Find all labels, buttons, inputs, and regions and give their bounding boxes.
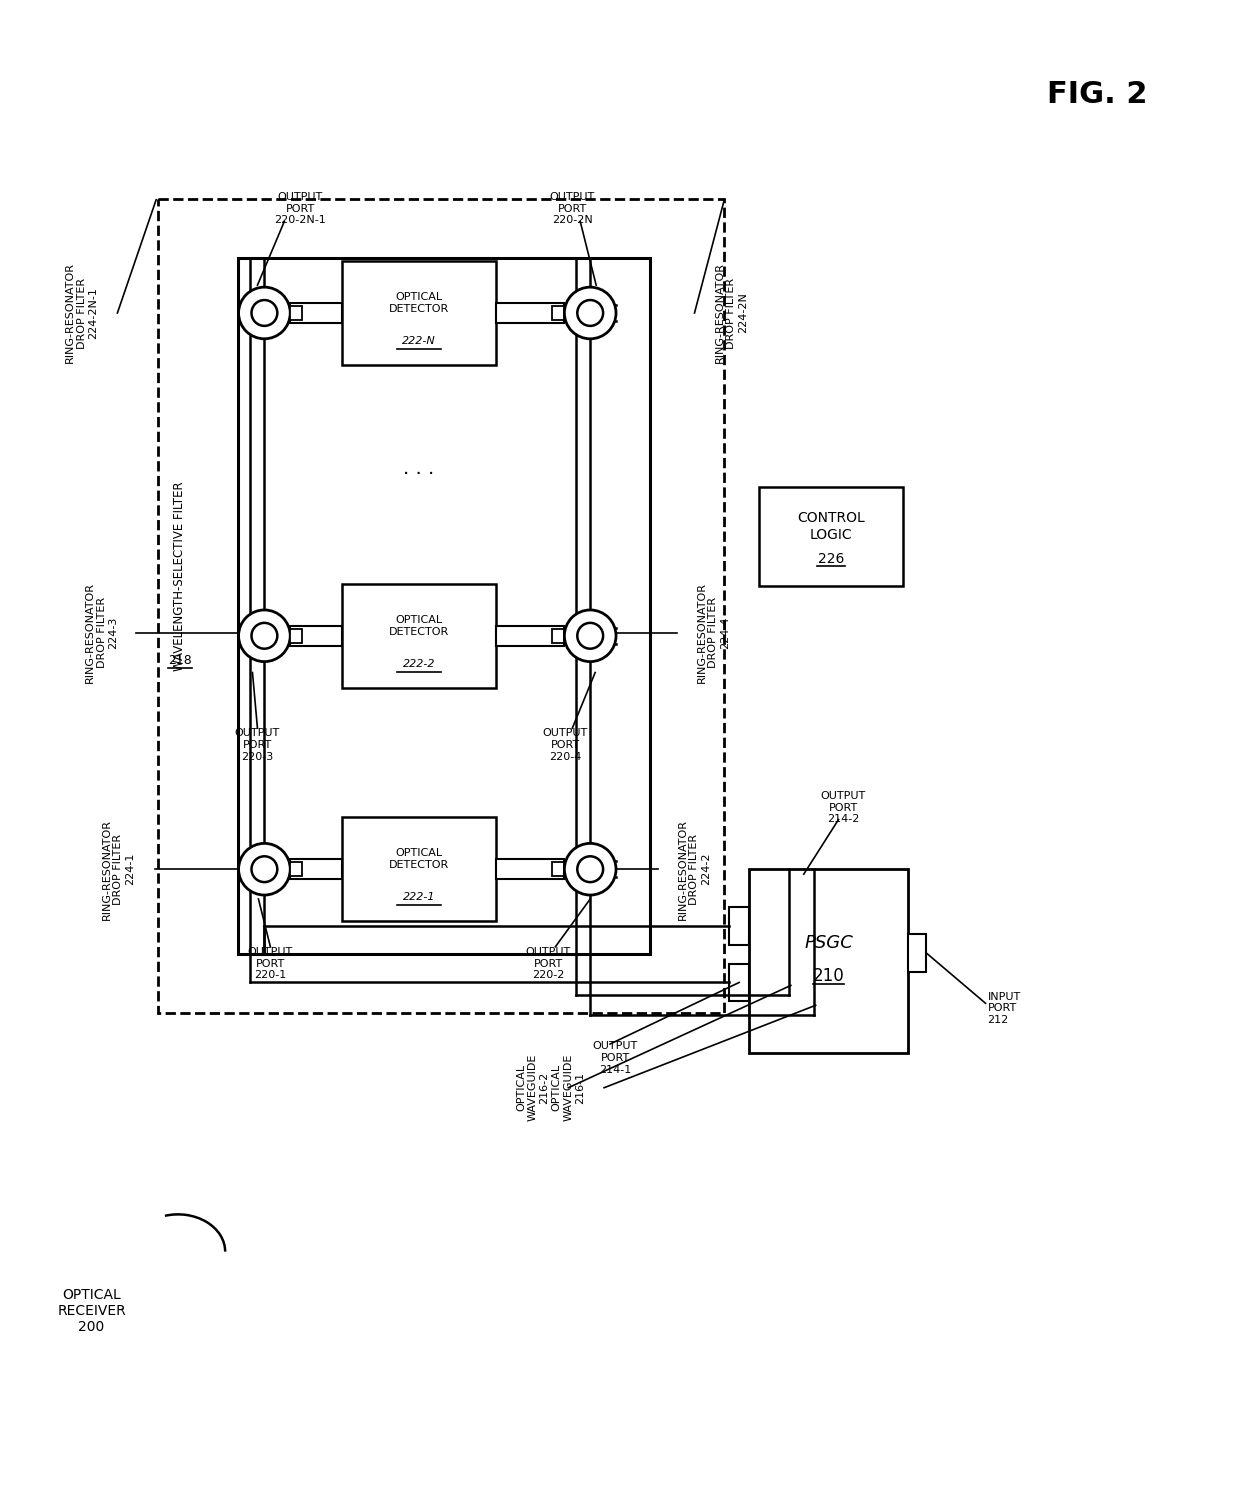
- Text: 226: 226: [818, 552, 844, 567]
- Bar: [496, 859, 564, 880]
- Bar: [342, 260, 496, 365]
- Text: RING-RESONATOR
DROP FILTER
224-2N-1: RING-RESONATOR DROP FILTER 224-2N-1: [64, 263, 98, 364]
- Text: OUTPUT
PORT
220-1: OUTPUT PORT 220-1: [248, 948, 293, 981]
- Text: OPTICAL
DETECTOR: OPTICAL DETECTOR: [388, 615, 449, 636]
- Text: OUTPUT
PORT
220-4: OUTPUT PORT 220-4: [543, 728, 588, 761]
- Bar: [342, 817, 496, 922]
- Bar: [342, 584, 496, 687]
- Text: OPTICAL
RECEIVER
200: OPTICAL RECEIVER 200: [57, 1287, 126, 1334]
- Text: · · ·: · · ·: [403, 465, 434, 484]
- Bar: [290, 305, 303, 320]
- Bar: [729, 964, 749, 1002]
- Bar: [290, 626, 342, 645]
- Text: OUTPUT
PORT
220-2N-1: OUTPUT PORT 220-2N-1: [274, 193, 326, 226]
- Circle shape: [252, 301, 278, 326]
- Text: FIG. 2: FIG. 2: [1047, 80, 1147, 108]
- Text: CONTROL
LOGIC: CONTROL LOGIC: [797, 511, 866, 541]
- Bar: [290, 859, 342, 880]
- Bar: [290, 629, 303, 642]
- Bar: [553, 629, 564, 642]
- Bar: [553, 305, 564, 320]
- Circle shape: [238, 287, 290, 338]
- Circle shape: [564, 611, 616, 662]
- Text: 218: 218: [169, 654, 192, 668]
- Text: OUTPUT
PORT
220-2: OUTPUT PORT 220-2: [526, 948, 572, 981]
- Bar: [908, 934, 926, 972]
- Text: OUTPUT
PORT
220-3: OUTPUT PORT 220-3: [234, 728, 280, 761]
- Circle shape: [564, 844, 616, 895]
- Bar: [749, 869, 908, 1053]
- Bar: [729, 907, 749, 945]
- Circle shape: [578, 301, 603, 326]
- Text: OPTICAL
WAVEGUIDE
216-2: OPTICAL WAVEGUIDE 216-2: [516, 1054, 549, 1122]
- Text: OUTPUT
PORT
214-2: OUTPUT PORT 214-2: [821, 791, 866, 824]
- Text: OPTICAL
WAVEGUIDE
216-1: OPTICAL WAVEGUIDE 216-1: [552, 1054, 585, 1122]
- Text: RING-RESONATOR
DROP FILTER
224-1: RING-RESONATOR DROP FILTER 224-1: [102, 818, 135, 920]
- Bar: [159, 199, 724, 1014]
- Text: PSGC: PSGC: [805, 934, 853, 952]
- Circle shape: [238, 844, 290, 895]
- Text: 210: 210: [812, 967, 844, 985]
- Bar: [496, 302, 564, 323]
- Text: 222-2: 222-2: [403, 659, 435, 669]
- Circle shape: [578, 856, 603, 883]
- Circle shape: [578, 623, 603, 648]
- Bar: [238, 259, 650, 954]
- Bar: [290, 862, 303, 877]
- Bar: [553, 862, 564, 877]
- Text: OPTICAL
DETECTOR: OPTICAL DETECTOR: [388, 848, 449, 871]
- Text: INPUT
PORT
212: INPUT PORT 212: [987, 991, 1021, 1024]
- Text: OUTPUT
PORT
220-2N: OUTPUT PORT 220-2N: [549, 193, 595, 226]
- Text: WAVELENGTH-SELECTIVE FILTER: WAVELENGTH-SELECTIVE FILTER: [174, 481, 186, 671]
- Text: 222-N: 222-N: [402, 335, 435, 346]
- Text: OPTICAL
DETECTOR: OPTICAL DETECTOR: [388, 292, 449, 314]
- Bar: [759, 487, 903, 587]
- Circle shape: [252, 856, 278, 883]
- Bar: [496, 626, 564, 645]
- Bar: [290, 302, 342, 323]
- Text: RING-RESONATOR
DROP FILTER
224-3: RING-RESONATOR DROP FILTER 224-3: [84, 582, 118, 683]
- Circle shape: [238, 611, 290, 662]
- Text: RING-RESONATOR
DROP FILTER
224-2: RING-RESONATOR DROP FILTER 224-2: [678, 818, 711, 920]
- Circle shape: [564, 287, 616, 338]
- Text: RING-RESONATOR
DROP FILTER
224-2N: RING-RESONATOR DROP FILTER 224-2N: [714, 263, 748, 364]
- Text: RING-RESONATOR
DROP FILTER
224-4: RING-RESONATOR DROP FILTER 224-4: [697, 582, 730, 683]
- Text: 222-1: 222-1: [403, 892, 435, 902]
- Text: OUTPUT
PORT
214-1: OUTPUT PORT 214-1: [593, 1041, 637, 1074]
- Circle shape: [252, 623, 278, 648]
